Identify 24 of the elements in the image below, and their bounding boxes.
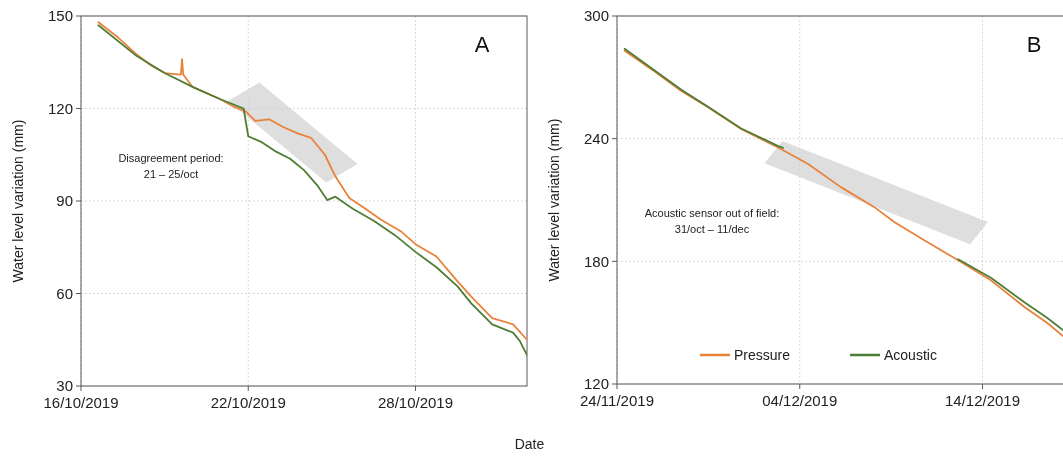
y-tick-label: 150: [47, 7, 73, 25]
text: A: [474, 32, 490, 57]
x-tick-label: 22/10/2019: [210, 394, 286, 411]
x-tick-label: 04/12/2019: [762, 392, 838, 409]
y-tick-label: 300: [583, 7, 609, 25]
x-tick-label: 28/10/2019: [377, 394, 454, 411]
x-axis-title: Date: [514, 436, 545, 452]
x-tick-label: 24/11/2019: [580, 392, 654, 409]
y-tick-label: 120: [47, 99, 73, 117]
text: B: [1026, 32, 1042, 57]
legend-label: Pressure: [734, 346, 791, 363]
y-axis-title: Water level variation (mm): [546, 118, 562, 282]
x-tick-label: 14/12/2019: [944, 392, 1021, 409]
y-tick-label: 90: [56, 192, 73, 210]
y-tick-label: 180: [583, 252, 609, 270]
y-tick-label: 240: [583, 129, 609, 147]
annotation: Acoustic sensor out of field: 31/oct – 11/dec: [644, 207, 780, 235]
x-tick-label: 16/10/2019: [43, 394, 119, 411]
y-tick-label: 30: [56, 377, 73, 395]
y-tick-label: 60: [56, 284, 73, 302]
legend-label: Acoustic: [884, 346, 937, 363]
y-tick-label: 120: [583, 375, 609, 393]
annotation: Disagreement period: 21 – 25/oct: [118, 152, 224, 180]
y-axis-title: Water level variation (mm): [10, 119, 26, 283]
